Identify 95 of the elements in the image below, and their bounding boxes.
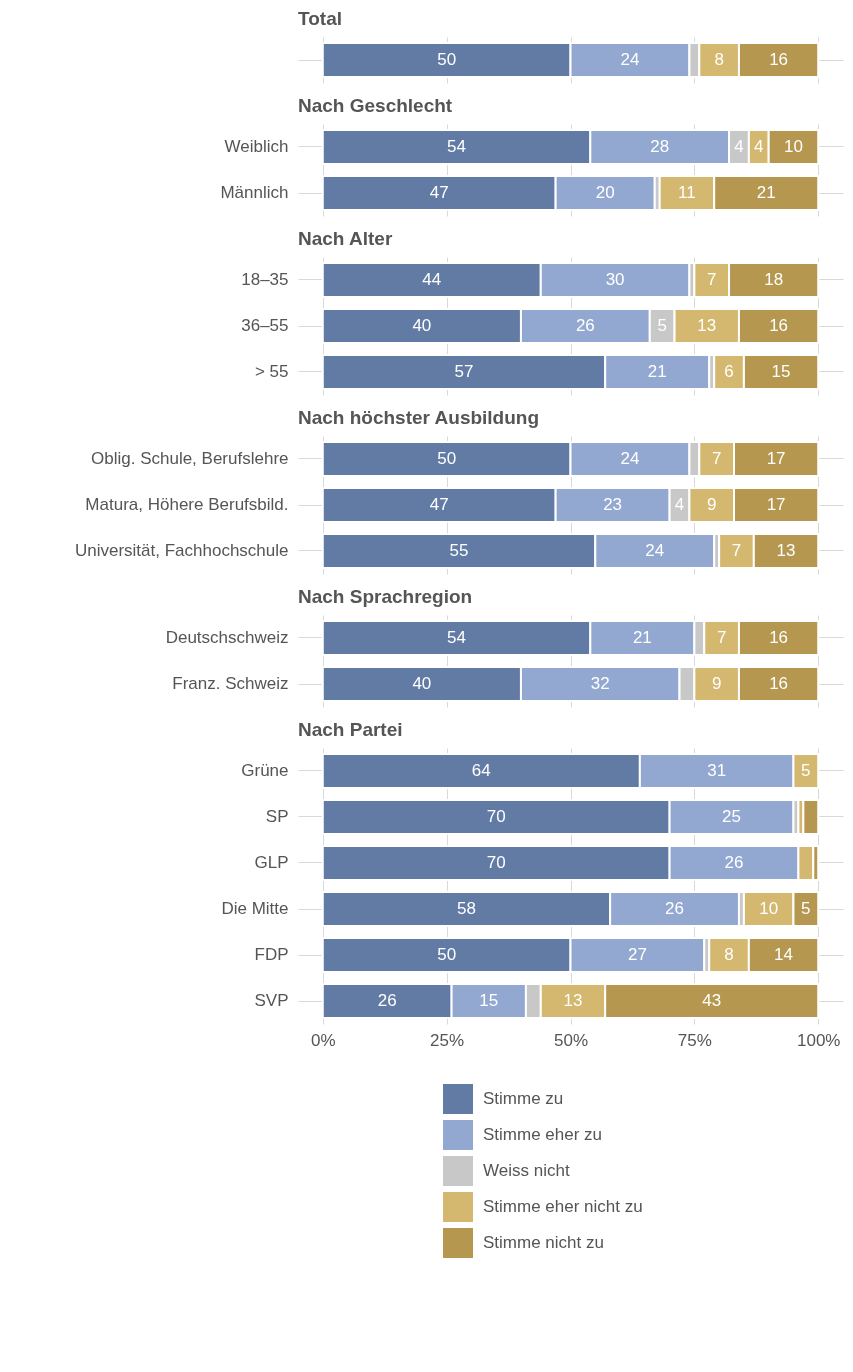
data-label: 16 [769,316,789,335]
chart-title: Nach Sprachregion [298,586,473,607]
chart-title: Nach höchster Ausbildung [298,407,540,428]
y-tick-label: 36–55 [241,316,289,335]
data-label: 16 [769,50,789,69]
data-label: 8 [724,945,734,964]
data-label: 7 [731,541,742,560]
data-label: 47 [429,495,449,514]
data-label: 50 [437,945,457,964]
data-label: 15 [771,362,791,381]
data-label: 5 [801,761,811,780]
data-label: 50 [437,50,457,69]
y-tick-label: Weiblich [224,137,289,156]
data-label: 47 [429,183,449,202]
y-tick-label: FDP [254,945,289,964]
data-label: 7 [716,628,727,647]
data-label: 54 [447,628,467,647]
data-label: 44 [422,270,442,289]
data-label: 9 [711,674,722,693]
x-tick-label: 100% [796,1030,841,1050]
data-label: 24 [620,50,640,69]
data-label: 54 [447,137,467,156]
data-label: 9 [706,495,717,514]
data-label: 7 [706,270,717,289]
data-label: 13 [563,991,583,1010]
data-label: 13 [776,541,796,560]
data-label: 18 [764,270,784,289]
data-label: 17 [766,495,786,514]
data-label: 21 [756,183,776,202]
y-tick-label: Matura, Höhere Berufsbild. [85,495,289,514]
y-tick-label: Grüne [241,761,289,780]
data-label: 14 [774,945,794,964]
legend-label: Stimme eher nicht zu [483,1197,643,1216]
x-tick-label: 25% [430,1030,465,1050]
data-label: 20 [595,183,615,202]
chart-title: Nach Alter [298,228,393,249]
y-tick-label: > 55 [254,362,289,381]
data-label: 4 [754,137,764,156]
data-label: 24 [645,541,665,560]
data-label: 23 [603,495,623,514]
data-label: 57 [454,362,474,381]
data-label: 25 [722,807,741,826]
legend-label: Weiss nicht [483,1161,570,1180]
data-label: 28 [650,137,670,156]
data-label: 32 [590,674,610,693]
x-tick-label: 0% [310,1030,336,1050]
data-label: 21 [632,628,652,647]
data-label: 40 [412,316,432,335]
data-label: 43 [702,991,722,1010]
data-label: 64 [471,761,491,780]
y-tick-label: SVP [254,991,289,1010]
data-label: 8 [714,50,724,69]
data-label: 5 [801,899,811,918]
data-label: 13 [697,316,717,335]
y-tick-label: Deutschschweiz [165,628,289,647]
data-label: 6 [724,362,734,381]
data-label: 26 [665,899,685,918]
x-tick-label: 50% [553,1030,589,1050]
data-label: 21 [647,362,667,381]
y-tick-label: 18–35 [241,270,289,289]
data-label: 26 [575,316,595,335]
data-label: 27 [627,945,647,964]
data-label: 16 [769,628,789,647]
y-tick-label: Franz. Schweiz [172,674,289,693]
chart-title: Total [298,8,342,29]
legend-label: Stimme zu [483,1089,564,1108]
y-tick-label: Universität, Fachhochschule [74,541,289,560]
data-label: 58 [456,899,476,918]
y-tick-label: Männlich [220,183,289,202]
data-label: 40 [412,674,432,693]
y-tick-label: SP [265,807,289,826]
data-label: 70 [486,807,506,826]
x-tick-label: 75% [677,1030,712,1050]
legend-label: Stimme eher zu [483,1125,603,1144]
chart-title: Nach Geschlecht [298,95,453,116]
legend-label: Stimme nicht zu [483,1233,604,1252]
data-label: 55 [449,541,469,560]
data-label: 16 [769,674,789,693]
y-tick-label: Die Mitte [221,899,289,918]
chart-title: Nach Partei [298,719,403,740]
data-label: 70 [486,853,506,872]
data-label: 10 [783,137,803,156]
data-label: 31 [707,761,727,780]
data-label: 26 [724,853,744,872]
data-label: 24 [620,449,640,468]
data-label: 15 [479,991,499,1010]
y-tick-label: GLP [254,853,289,872]
data-label: 26 [377,991,397,1010]
data-label: 17 [766,449,786,468]
y-tick-label: Oblig. Schule, Berufslehre [91,449,289,468]
data-label: 30 [605,270,625,289]
data-label: 11 [678,183,696,202]
data-label: 50 [437,449,457,468]
data-label: 10 [759,899,779,918]
data-label: 7 [711,449,722,468]
